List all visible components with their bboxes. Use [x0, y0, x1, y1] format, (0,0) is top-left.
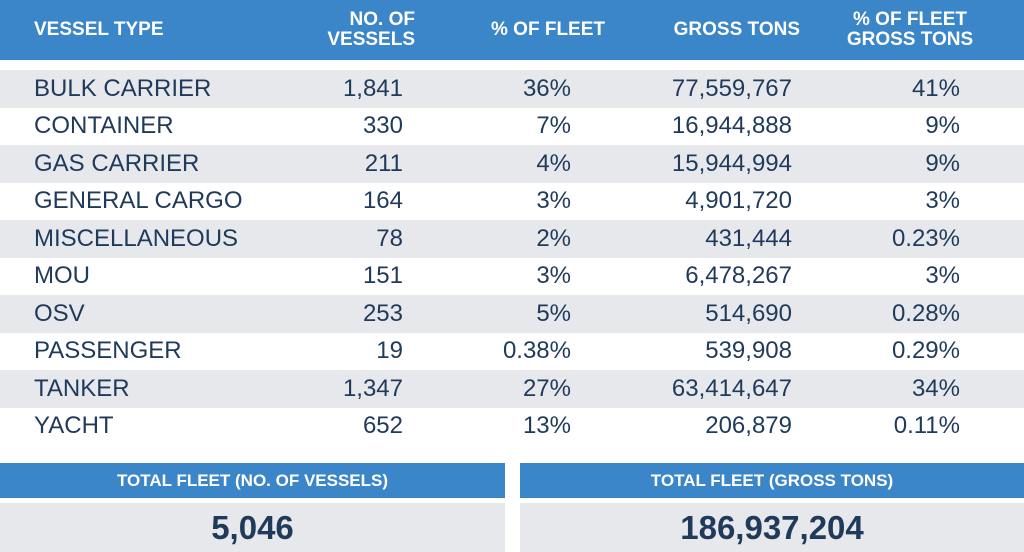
cell-pct-of-fleet: 5% — [536, 299, 571, 327]
cell-pct-of-fleet: 27% — [522, 374, 571, 402]
cell-pct-of-fleet: 7% — [536, 112, 571, 140]
cell-gross-tons: 431,444 — [705, 224, 792, 252]
cell-pct-gross-tons: 3% — [925, 187, 960, 215]
cell-no-of-vessels: 253 — [362, 299, 403, 327]
cell-gross-tons: 514,690 — [705, 299, 792, 327]
cell-vessel-type: TANKER — [34, 374, 130, 402]
cell-pct-gross-tons: 34% — [911, 374, 960, 402]
cell-no-of-vessels: 164 — [362, 187, 403, 215]
header-vessel-type-label: VESSEL TYPE — [34, 19, 164, 40]
cell-pct-gross-tons: 9% — [925, 112, 960, 140]
total-gross-value: 186,937,204 — [520, 503, 1024, 552]
header-gross-tons-label: GROSS TONS — [673, 19, 800, 40]
cell-no-of-vessels: 330 — [362, 112, 403, 140]
cell-pct-gross-tons: 0.28% — [891, 299, 960, 327]
cell-pct-of-fleet: 3% — [536, 262, 571, 290]
table-row: MISCELLANEOUS 78 2% 431,444 0.23% — [0, 220, 1024, 258]
cell-gross-tons: 15,944,994 — [671, 149, 792, 177]
header-no-of-vessels-line2: VESSELS — [327, 29, 415, 50]
header-pct-gross-line1: % OF FLEET — [853, 9, 967, 30]
cell-pct-gross-tons: 0.23% — [891, 224, 960, 252]
cell-no-of-vessels: 652 — [362, 412, 403, 440]
header-pct-gross-tons: % OF FLEET GROSS TONS — [820, 0, 1000, 60]
cell-pct-gross-tons: 0.11% — [893, 412, 960, 440]
cell-gross-tons: 4,901,720 — [685, 187, 792, 215]
cell-vessel-type: PASSENGER — [34, 337, 182, 365]
cell-pct-of-fleet: 3% — [536, 187, 571, 215]
cell-no-of-vessels: 19 — [376, 337, 403, 365]
cell-gross-tons: 77,559,767 — [671, 74, 792, 102]
cell-gross-tons: 206,879 — [705, 412, 792, 440]
cell-no-of-vessels: 78 — [376, 224, 403, 252]
cell-vessel-type: BULK CARRIER — [34, 74, 212, 102]
cell-no-of-vessels: 1,347 — [342, 374, 403, 402]
table-row: BULK CARRIER 1,841 36% 77,559,767 41% — [0, 70, 1024, 108]
cell-no-of-vessels: 211 — [364, 149, 403, 177]
table-row: MOU 151 3% 6,478,267 3% — [0, 258, 1024, 296]
cell-gross-tons: 6,478,267 — [685, 262, 792, 290]
cell-vessel-type: CONTAINER — [34, 112, 174, 140]
header-no-of-vessels-line1: NO. OF — [349, 9, 415, 30]
header-no-of-vessels: NO. OF VESSELS — [310, 0, 415, 60]
header-vessel-type: VESSEL TYPE — [34, 0, 164, 60]
table-row: PASSENGER 19 0.38% 539,908 0.29% — [0, 333, 1024, 371]
cell-pct-gross-tons: 3% — [925, 262, 960, 290]
table-row: GAS CARRIER 211 4% 15,944,994 9% — [0, 145, 1024, 183]
table-header: VESSEL TYPE NO. OF VESSELS % OF FLEET GR… — [0, 0, 1024, 60]
total-gross-label: TOTAL FLEET (GROSS TONS) — [520, 463, 1024, 498]
cell-pct-of-fleet: 4% — [536, 149, 571, 177]
cell-vessel-type: GAS CARRIER — [34, 149, 200, 177]
header-pct-gross-line2: GROSS TONS — [846, 29, 974, 50]
cell-gross-tons: 16,944,888 — [671, 112, 792, 140]
total-vessels-value: 5,046 — [0, 503, 505, 552]
cell-gross-tons: 63,414,647 — [671, 374, 792, 402]
cell-pct-of-fleet: 0.38% — [502, 337, 571, 365]
header-pct-of-fleet: % OF FLEET — [455, 0, 605, 60]
header-pct-of-fleet-label: % OF FLEET — [491, 19, 605, 40]
cell-pct-gross-tons: 9% — [925, 149, 960, 177]
cell-vessel-type: MISCELLANEOUS — [34, 224, 239, 252]
cell-pct-of-fleet: 2% — [536, 224, 571, 252]
cell-pct-gross-tons: 41% — [911, 74, 960, 102]
cell-vessel-type: GENERAL CARGO — [34, 187, 243, 215]
table-body: BULK CARRIER 1,841 36% 77,559,767 41% CONTAIN… — [0, 70, 1024, 445]
cell-pct-of-fleet: 36% — [522, 74, 571, 102]
cell-no-of-vessels: 1,841 — [342, 74, 403, 102]
table-row: YACHT 652 13% 206,879 0.11% — [0, 408, 1024, 446]
cell-pct-gross-tons: 0.29% — [891, 337, 960, 365]
cell-vessel-type: OSV — [34, 299, 85, 327]
cell-no-of-vessels: 151 — [362, 262, 403, 290]
table-row: GENERAL CARGO 164 3% 4,901,720 3% — [0, 183, 1024, 221]
total-vessels-label: TOTAL FLEET (NO. OF VESSELS) — [0, 463, 505, 498]
table-row: CONTAINER 330 7% 16,944,888 9% — [0, 108, 1024, 146]
cell-vessel-type: YACHT — [34, 412, 114, 440]
table-row: OSV 253 5% 514,690 0.28% — [0, 295, 1024, 333]
table-row: TANKER 1,347 27% 63,414,647 34% — [0, 370, 1024, 408]
cell-gross-tons: 539,908 — [705, 337, 792, 365]
cell-pct-of-fleet: 13% — [522, 412, 571, 440]
cell-vessel-type: MOU — [34, 262, 90, 290]
header-gross-tons: GROSS TONS — [620, 0, 800, 60]
